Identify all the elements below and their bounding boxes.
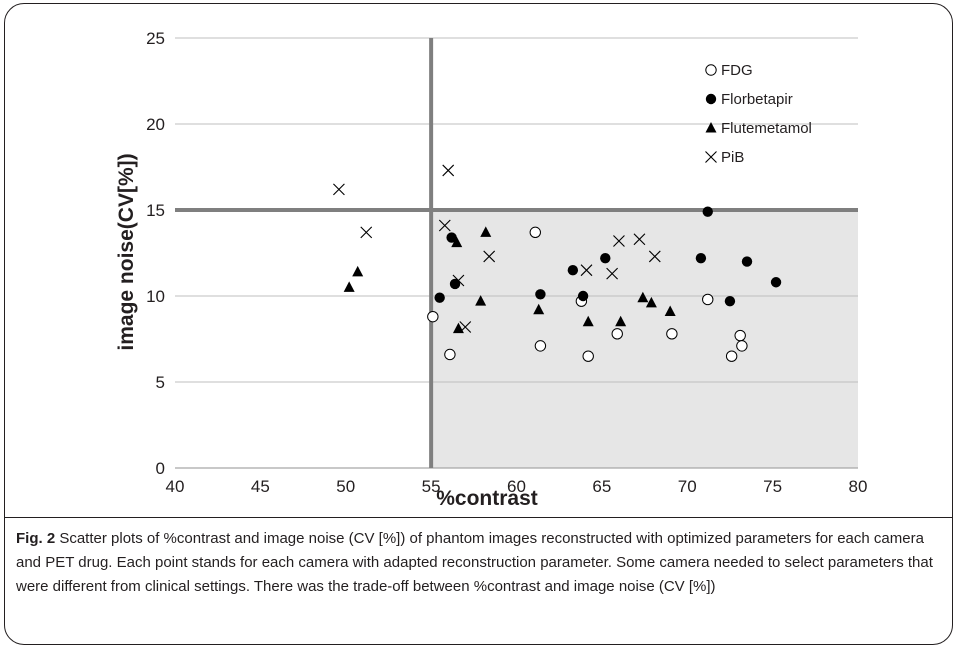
legend-item-flutemetamol: Flutemetamol [705,120,812,137]
florbetapir-point-5 [567,265,579,276]
x-tick-label-50: 50 [336,477,355,496]
pib-point-11 [633,233,646,246]
flutemetamol-point-11 [645,296,657,308]
legend-label-flutemetamol: Flutemetamol [721,120,812,137]
pib-point-8 [580,264,593,277]
y-tick-label-20: 20 [146,115,165,134]
fdg-point-11 [734,329,746,342]
legend-marker-fdg [705,64,717,76]
flutemetamol-point-12 [664,305,676,316]
data-points [333,164,782,362]
y-tick-label-5: 5 [156,373,165,392]
flutemetamol-point-2 [352,265,364,277]
y-tick-labels: 0 5 10 15 20 25 [146,29,165,478]
pib-point-6 [459,321,472,333]
series-florbetapir [434,206,782,307]
flutemetamol-point-9 [615,315,627,327]
pib-point-2 [360,226,373,239]
florbetapir-point-1 [434,292,445,303]
x-tick-label-40: 40 [166,477,185,496]
fdg-point-8 [666,328,678,340]
florbetapir-point-8 [695,252,707,264]
fdg-point-10 [725,350,738,362]
flutemetamol-point-1 [343,281,355,292]
legend-item-pib: PiB [705,149,744,166]
x-tick-label-45: 45 [251,477,270,496]
fdg-point-9 [702,293,714,306]
x-tick-label-65: 65 [592,477,611,496]
x-tick-label-60: 60 [507,477,526,496]
caption-label: Fig. 2 [16,530,56,547]
fdg-point-3 [529,226,541,239]
flutemetamol-point-7 [533,303,545,315]
pib-point-4 [442,164,455,177]
legend-marker-pib [705,151,717,163]
flutemetamol-point-5 [475,295,487,306]
flutemetamol-point-8 [582,315,594,327]
x-tick-labels: 40 45 50 55 60 65 70 75 80 [166,477,868,496]
y-tick-label-25: 25 [146,29,165,48]
fdg-point-4 [534,340,547,352]
y-tick-label-15: 15 [146,201,165,220]
legend-item-florbetapir: Florbetapir [705,91,793,108]
x-tick-label-55: 55 [422,477,441,496]
pib-point-3 [438,219,451,232]
pib-point-1 [333,183,345,196]
figure-frame [4,3,953,645]
pib-point-5 [452,274,465,287]
x-tick-label-80: 80 [849,477,868,496]
scatter-chart: 40 45 50 55 60 65 70 75 80 0 5 10 15 20 25 FDG Florbet… [115,29,868,510]
florbetapir-point-9 [702,206,713,217]
legend-label-fdg: FDG [721,62,753,79]
pib-point-9 [606,267,619,280]
florbetapir-point-12 [770,277,782,288]
caption-text: Scatter plots of %contrast and image noi… [16,530,933,595]
legend-item-fdg: FDG [705,62,753,79]
legend-label-florbetapir: Florbetapir [721,91,793,108]
legend: FDG Florbetapir Flutemetamol PiB [705,62,812,166]
y-axis-title: image noise(CV[%]) [115,153,138,350]
fdg-point-7 [611,328,623,340]
acceptable-region-shading [431,210,858,468]
legend-marker-florbetapir [705,93,717,105]
y-tick-label-10: 10 [146,287,165,306]
legend-marker-flutemetamol [705,122,717,133]
figure-caption: Fig. 2 Scatter plots of %contrast and im… [16,527,941,599]
series-pib [333,164,661,333]
caption-divider [4,517,953,518]
flutemetamol-point-10 [637,291,649,303]
fdg-point-6 [582,350,594,362]
pib-point-10 [613,235,625,247]
legend-label-pib: PiB [721,149,744,166]
fdg-point-1 [427,310,439,323]
pib-point-12 [648,250,661,263]
flutemetamol-point-3 [451,236,463,248]
florbetapir-point-4 [535,289,546,300]
florbetapir-point-6 [577,290,589,302]
pib-point-7 [483,250,496,263]
x-tick-label-75: 75 [763,477,782,496]
florbetapir-point-2 [446,232,457,243]
flutemetamol-point-6 [480,226,492,237]
x-axis-title: %contrast [436,487,538,510]
fdg-point-2 [444,348,456,361]
y-tick-label-0: 0 [156,459,165,478]
florbetapir-point-7 [600,252,611,264]
x-tick-label-70: 70 [678,477,697,496]
fdg-point-12 [736,340,748,352]
florbetapir-point-10 [724,295,736,307]
florbetapir-point-11 [741,256,753,267]
